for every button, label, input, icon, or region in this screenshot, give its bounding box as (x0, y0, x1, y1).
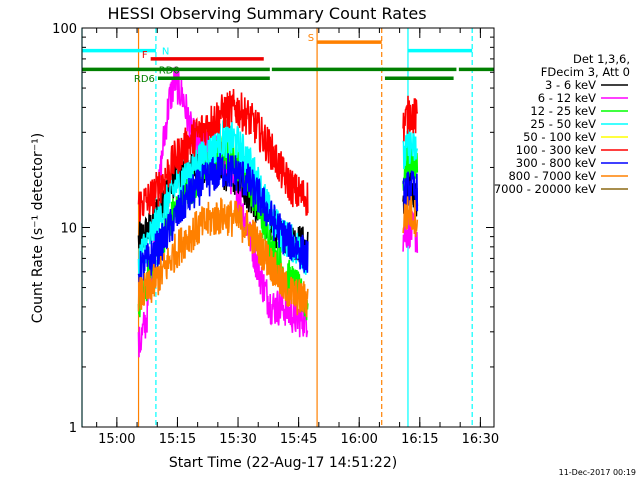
x-axis-label: Start Time (22-Aug-17 14:51:22) (169, 455, 397, 471)
chart-title: HESSI Observing Summary Count Rates (107, 4, 426, 23)
flag-bar-f: F (142, 50, 264, 61)
y-axis-label: Count Rate (s⁻¹ detector⁻¹) (30, 133, 46, 323)
legend-header-line: FDecim 3, Att 0 (541, 65, 630, 79)
legend-entry-label: 300 - 800 keV (516, 156, 596, 170)
x-tick-label: 16:30 (462, 432, 499, 447)
flag-bar-s: S (308, 33, 382, 44)
x-tick-label: 15:15 (159, 432, 196, 447)
legend-entry-label: 800 - 7000 keV (508, 169, 596, 183)
flag-label-s: S (308, 33, 314, 44)
legend-entry-label: 100 - 300 keV (516, 143, 596, 157)
flag-label-f: F (142, 50, 148, 61)
x-tick-label: 16:00 (340, 432, 377, 447)
x-tick-label: 15:45 (280, 432, 317, 447)
flag-bar-rd6: RD6 (134, 74, 454, 85)
series-300-800-kev (137, 153, 419, 288)
flag-label-n: N (162, 47, 169, 58)
y-tick-label: 10 (60, 222, 77, 237)
flag-label-rd0: RD0 (159, 65, 180, 76)
flag-bar-rd0: RD0 (82, 65, 494, 76)
footer-timestamp: 11-Dec-2017 00:19 (559, 468, 636, 477)
series-800-7000-kev (137, 196, 419, 318)
series-100-300-kev (137, 88, 419, 222)
y-tick-label: 100 (52, 22, 77, 37)
y-tick-label: 1 (69, 421, 77, 436)
legend-entry-label: 25 - 50 keV (530, 117, 596, 131)
x-tick-label: 15:30 (219, 432, 256, 447)
legend-entry-label: 12 - 25 keV (530, 104, 596, 118)
legend-entry-label: 3 - 6 keV (545, 78, 596, 92)
flag-label-rd6: RD6 (134, 74, 155, 85)
legend-entry-label: 6 - 12 keV (538, 91, 596, 105)
legend-header-line: Det 1,3,6, (573, 52, 630, 66)
legend-entry-label: 50 - 100 keV (523, 130, 596, 144)
flag-bar-n: N (82, 47, 473, 58)
x-tick-label: 16:15 (401, 432, 438, 447)
legend-entry-label: 7000 - 20000 keV (494, 182, 596, 196)
x-tick-label: 15:00 (98, 432, 135, 447)
